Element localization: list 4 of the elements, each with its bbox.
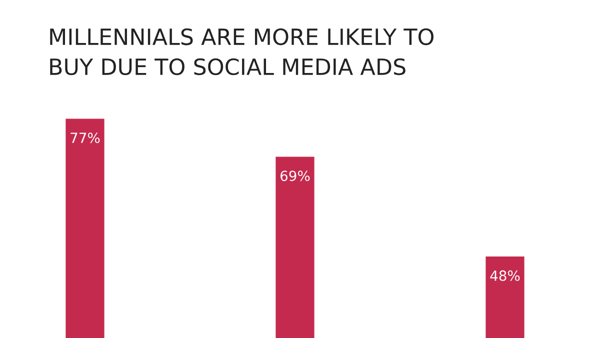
data-label: 69% [280, 170, 310, 182]
chart-title: MILLENNIALS ARE MORE LIKELY TO BUY DUE TO SOCIAL MEDIA ADS [50, 28, 434, 76]
data-label: 77% [70, 132, 100, 144]
data-label: 48% [490, 270, 520, 281]
